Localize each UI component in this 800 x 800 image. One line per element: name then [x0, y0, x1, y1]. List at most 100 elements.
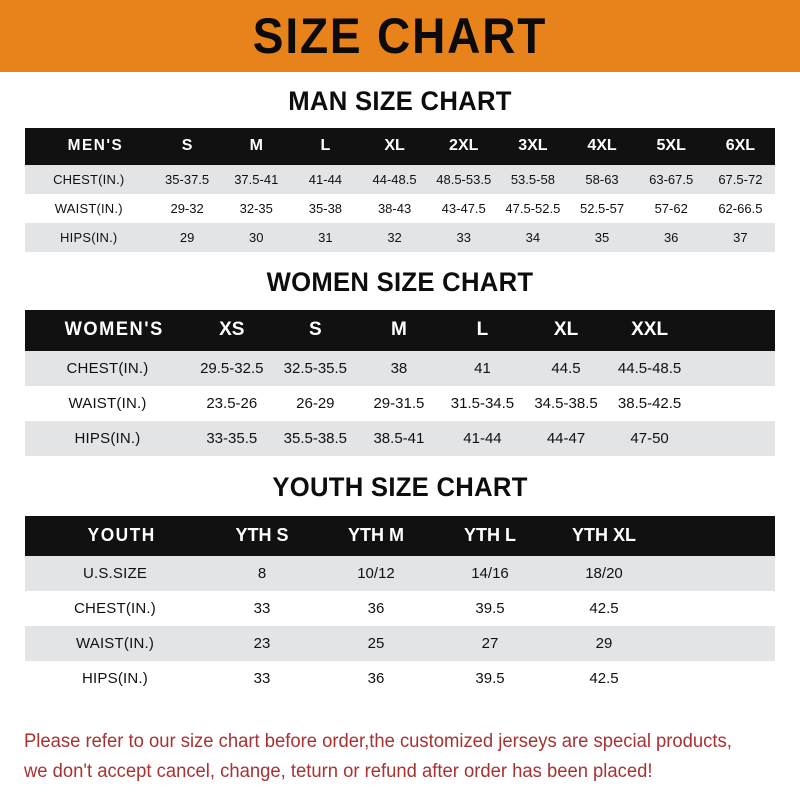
- cell-value: 36: [367, 670, 385, 687]
- cell-empty: [691, 386, 775, 421]
- cell-empty: [661, 591, 775, 626]
- cell-value: 33: [253, 670, 271, 687]
- cell-value: 35.5-38.5: [283, 430, 348, 447]
- cell-value: 38: [390, 360, 408, 377]
- cell-value: 41: [474, 360, 491, 377]
- row-label: WAIST(IN.): [75, 635, 155, 652]
- cell-value: 37: [733, 230, 748, 245]
- cell-value: 42.5: [589, 600, 619, 617]
- cell-empty: [661, 626, 775, 661]
- cell-value: 29-31.5: [373, 395, 425, 412]
- table-row: U.S.SIZE 8 10/12 14/16 18/20: [25, 556, 775, 591]
- column-header-man-3: XL: [384, 137, 405, 154]
- row-label: CHEST(IN.): [66, 360, 149, 377]
- footer-line-1: Please refer to our size chart before or…: [24, 731, 732, 753]
- column-header-youth-3: YTH XL: [571, 525, 636, 545]
- cell-value: 47-50: [630, 430, 669, 447]
- table-corner-label-man: MEN'S: [67, 137, 124, 154]
- cell-value: 39.5: [475, 670, 505, 687]
- cell-value: 32.5-35.5: [283, 360, 348, 377]
- cell-value: 31: [318, 230, 333, 245]
- column-header-man-1: M: [249, 137, 263, 154]
- table-wrap-man: MEN'S S M L XL 2XL 3XL 4XL 5XL 6XL CHEST(IN.) 35-3…: [0, 128, 800, 252]
- column-header-man-0: S: [181, 137, 193, 154]
- cell-value: 63-67.5: [649, 172, 694, 187]
- section-title-man: MAN SIZE CHART: [288, 86, 512, 116]
- column-header-women-3: L: [476, 319, 489, 340]
- cell-value: 36: [367, 600, 385, 617]
- footer-line-2: we don't accept cancel, change, teturn o…: [24, 760, 653, 782]
- row-label: WAIST(IN.): [68, 395, 147, 412]
- row-label: CHEST(IN.): [53, 172, 125, 187]
- cell-value: 38.5-42.5: [617, 395, 682, 412]
- table-body-man: CHEST(IN.) 35-37.5 37.5-41 41-44 44-48.5 48.5…: [25, 165, 775, 252]
- column-header-man-2: L: [320, 137, 331, 154]
- cell-value: 35: [594, 230, 610, 245]
- table-body-women: CHEST(IN.) 29.5-32.5 32.5-35.5 38 41 44.5 44.5…: [25, 351, 775, 456]
- table-row: CHEST(IN.) 29.5-32.5 32.5-35.5 38 41 44.5 44.5…: [25, 351, 775, 386]
- row-label: CHEST(IN.): [74, 600, 156, 617]
- table-row: CHEST(IN.) 33 36 39.5 42.5: [25, 591, 775, 626]
- cell-value: 34.5-38.5: [534, 395, 598, 412]
- page-banner: SIZE CHART: [0, 0, 800, 72]
- cell-value: 10/12: [357, 565, 395, 582]
- section-women: WOMEN SIZE CHART WOMEN'S XS S M L XL XXL CHEST…: [0, 252, 800, 456]
- cell-value: 25: [367, 635, 385, 652]
- row-label: HIPS(IN.): [82, 670, 148, 687]
- cell-value: 18/20: [585, 565, 623, 582]
- cell-value: 53.5-58: [510, 172, 555, 187]
- cell-value: 29: [595, 635, 613, 652]
- cell-value: 34: [525, 230, 541, 245]
- cell-value: 35-38: [308, 201, 343, 216]
- cell-value: 38.5-41: [373, 430, 425, 447]
- column-header-man-8: 6XL: [725, 137, 756, 154]
- cell-empty: [691, 421, 775, 456]
- cell-value: 33: [253, 600, 271, 617]
- cell-value: 52.5-57: [579, 201, 625, 216]
- cell-value: 35-37.5: [165, 172, 210, 187]
- size-table-youth: YOUTH YTH S YTH M YTH L YTH XL U.S.SIZE 8 10/1…: [25, 516, 775, 696]
- table-header-row: YOUTH YTH S YTH M YTH L YTH XL: [25, 516, 775, 556]
- cell-value: 44.5-48.5: [617, 360, 682, 377]
- section-man: MAN SIZE CHART MEN'S S M L XL 2XL 3XL 4XL 5XL 6XL…: [0, 72, 800, 252]
- table-head-man: MEN'S S M L XL 2XL 3XL 4XL 5XL 6XL: [25, 128, 775, 165]
- cell-empty: [691, 351, 775, 386]
- table-corner-label-women: WOMEN'S: [64, 319, 164, 340]
- row-label: HIPS(IN.): [74, 430, 141, 447]
- cell-value: 29.5-32.5: [200, 360, 264, 377]
- cell-value: 42.5: [589, 670, 619, 687]
- cell-value: 58-63: [585, 172, 619, 187]
- column-header-man-7: 5XL: [656, 137, 686, 154]
- section-youth: YOUTH SIZE CHART YOUTH YTH S YTH M YTH L YTH…: [0, 456, 800, 696]
- table-head-youth: YOUTH YTH S YTH M YTH L YTH XL: [25, 516, 775, 556]
- table-head-women: WOMEN'S XS S M L XL XXL: [25, 310, 775, 351]
- cell-value: 30: [249, 230, 264, 245]
- cell-value: 67.5-72: [718, 172, 763, 187]
- page-title: SIZE CHART: [252, 8, 548, 64]
- cell-value: 27: [481, 635, 499, 652]
- cell-value: 44-47: [546, 430, 586, 447]
- table-row: WAIST(IN.) 23.5-26 26-29 29-31.5 31.5-34.5 34…: [25, 386, 775, 421]
- cell-value: 62-66.5: [718, 201, 763, 216]
- table-wrap-women: WOMEN'S XS S M L XL XXL CHEST(IN.) 29.5-32.5 32.…: [0, 310, 800, 456]
- cell-value: 44-48.5: [372, 172, 417, 187]
- cell-value: 33: [456, 230, 471, 245]
- cell-value: 26-29: [296, 395, 335, 412]
- size-table-women: WOMEN'S XS S M L XL XXL CHEST(IN.) 29.5-32.5 32.…: [25, 310, 775, 456]
- cell-value: 23: [253, 635, 271, 652]
- cell-value: 14/16: [471, 565, 509, 582]
- table-row: CHEST(IN.) 35-37.5 37.5-41 41-44 44-48.5 48.5…: [25, 165, 775, 194]
- table-row: HIPS(IN.) 29 30 31 32 33 34 35 36 37: [25, 223, 775, 252]
- cell-value: 32: [387, 230, 402, 245]
- section-title-youth: YOUTH SIZE CHART: [272, 472, 528, 502]
- table-row: WAIST(IN.) 29-32 32-35 35-38 38-43 43-47.5 47.…: [25, 194, 775, 223]
- column-header-women-1: S: [309, 319, 322, 340]
- cell-value: 23.5-26: [206, 395, 258, 412]
- cell-value: 36: [663, 230, 679, 245]
- cell-value: 43-47.5: [441, 201, 486, 216]
- table-row: WAIST(IN.) 23 25 27 29: [25, 626, 775, 661]
- table-header-row: WOMEN'S XS S M L XL XXL: [25, 310, 775, 351]
- table-header-row: MEN'S S M L XL 2XL 3XL 4XL 5XL 6XL: [25, 128, 775, 165]
- column-header-empty: [661, 516, 775, 556]
